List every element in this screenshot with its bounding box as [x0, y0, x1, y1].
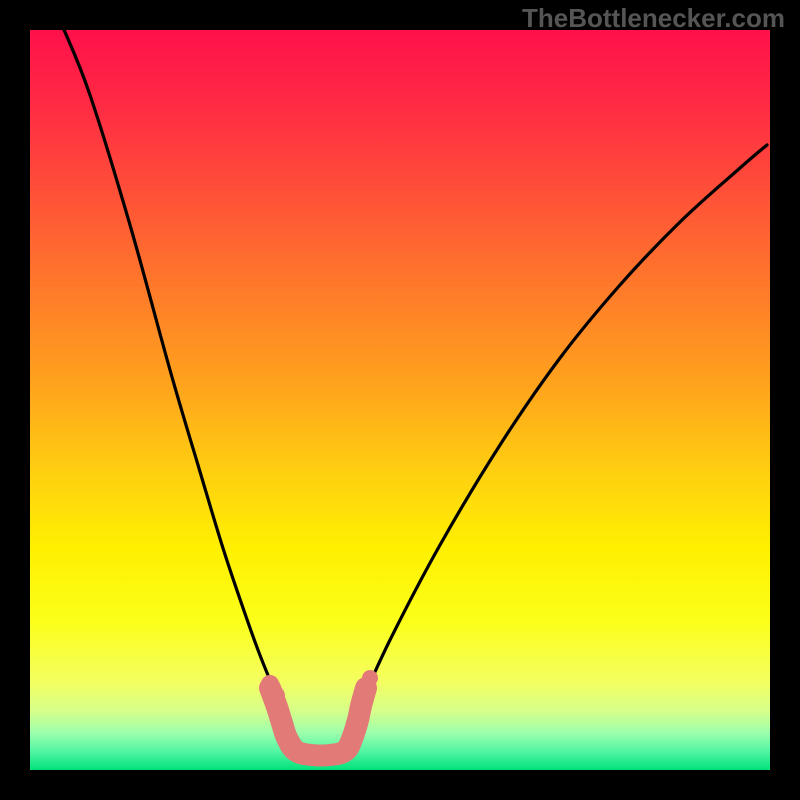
watermark-text: TheBottlenecker.com	[522, 3, 785, 34]
plot-area	[30, 30, 770, 770]
